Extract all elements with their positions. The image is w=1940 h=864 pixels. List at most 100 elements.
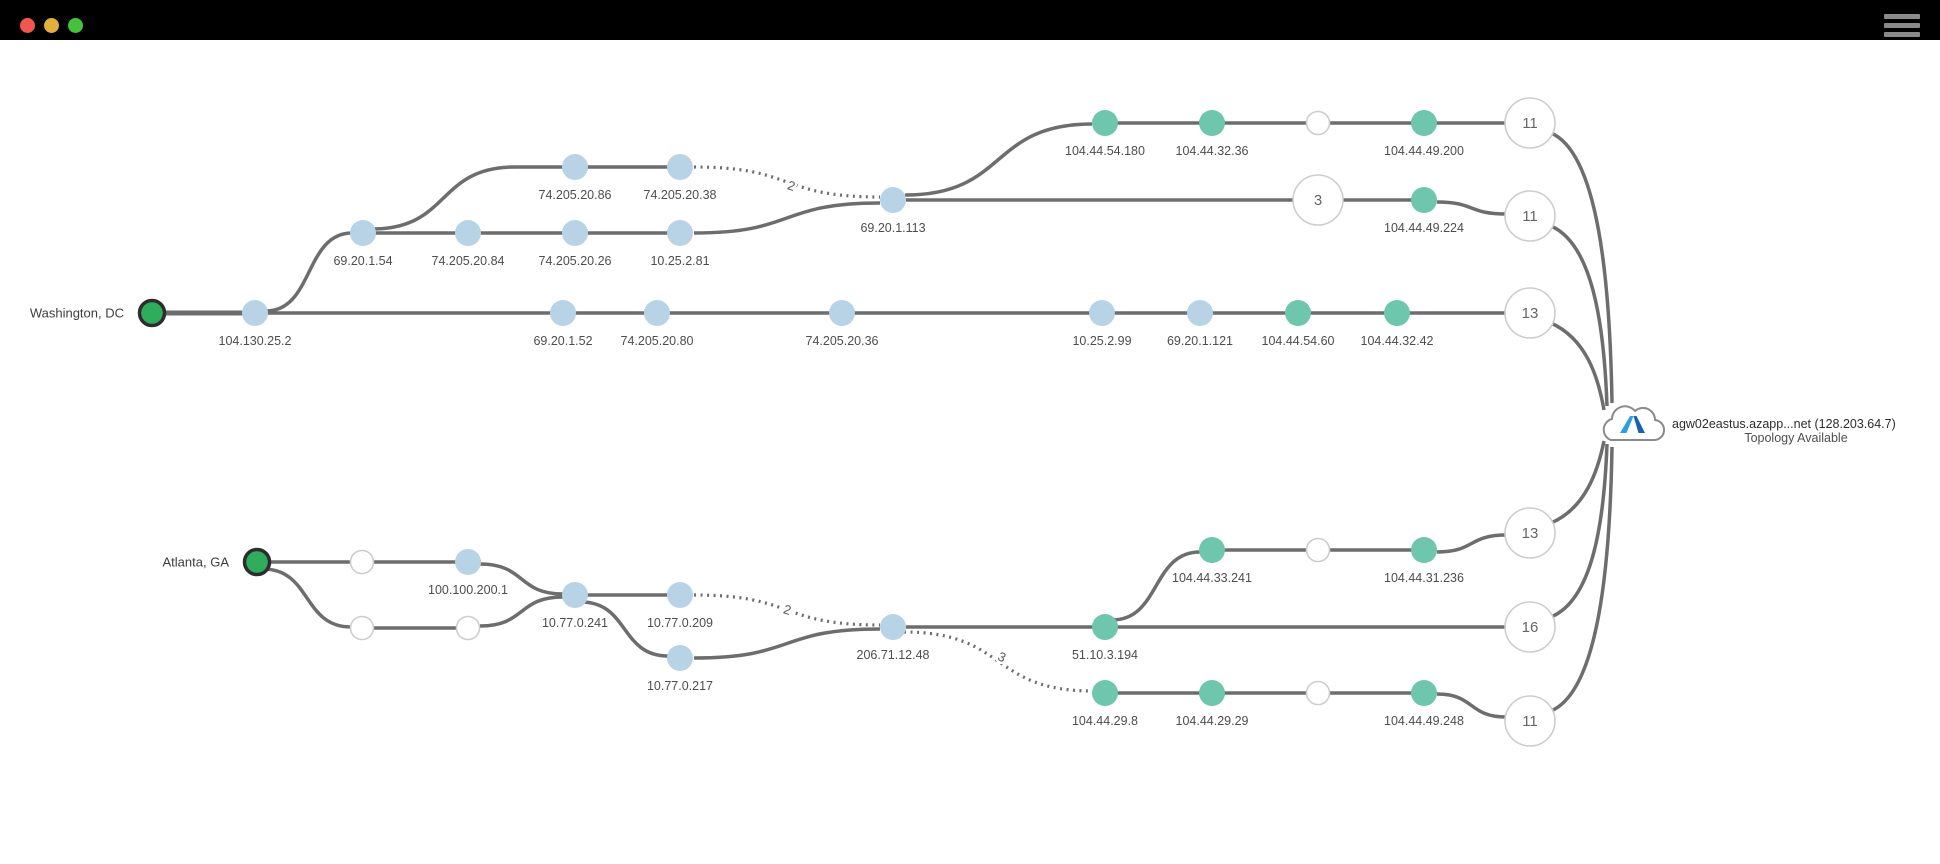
hop-node[interactable] xyxy=(667,645,693,671)
hop-node-anonymous[interactable] xyxy=(349,549,375,575)
hop-node-anonymous[interactable] xyxy=(455,615,481,641)
dotted-path-edge xyxy=(693,165,881,199)
grouped-hops-badge[interactable] xyxy=(1504,601,1556,653)
path-edge xyxy=(1550,446,1614,713)
path-edge xyxy=(371,165,516,231)
hop-ip-label: 104.44.31.236 xyxy=(1384,571,1464,585)
grouped-hops-count: 3 xyxy=(1314,192,1322,209)
hop-node[interactable] xyxy=(829,300,855,326)
source-agent-node[interactable] xyxy=(137,298,167,328)
hop-node[interactable] xyxy=(1199,110,1225,136)
hop-ip-label: 100.100.200.1 xyxy=(428,583,508,597)
hop-ip-label: 10.77.0.241 xyxy=(542,616,608,630)
hop-ip-label: 104.44.54.180 xyxy=(1065,144,1145,158)
hop-node[interactable] xyxy=(455,220,481,246)
hop-ip-label: 104.44.49.248 xyxy=(1384,714,1464,728)
hop-ip-label: 74.205.20.84 xyxy=(432,254,505,268)
path-edge xyxy=(693,627,881,660)
hop-node-anonymous[interactable] xyxy=(349,615,375,641)
hop-node[interactable] xyxy=(350,220,376,246)
hop-node[interactable] xyxy=(1411,537,1437,563)
dotted-path-edge xyxy=(693,593,881,627)
path-edge xyxy=(262,567,352,629)
hop-ip-label: 74.205.20.86 xyxy=(539,188,612,202)
hop-node[interactable] xyxy=(1285,300,1311,326)
grouped-hops-count: 13 xyxy=(1522,305,1539,322)
grouped-hops-count: 11 xyxy=(1522,115,1538,132)
close-button[interactable] xyxy=(20,17,35,33)
zoom-button[interactable] xyxy=(68,17,83,33)
edge-hop-count-label: 3 xyxy=(995,649,1008,666)
hop-node[interactable] xyxy=(1187,300,1213,326)
hop-node[interactable] xyxy=(1411,187,1437,213)
hop-node[interactable] xyxy=(1092,110,1118,136)
path-edge xyxy=(904,122,1093,197)
azure-destination-node[interactable]: agw02eastus.azapp...net (128.203.64.7)To… xyxy=(1602,405,1896,445)
grouped-hops-count: 11 xyxy=(1522,713,1538,730)
hop-node[interactable] xyxy=(1199,537,1225,563)
hop-node-anonymous[interactable] xyxy=(1305,537,1331,563)
destination-status-label: Topology Available xyxy=(1744,431,1847,445)
azure-cloud-icon xyxy=(1620,416,1634,433)
source-agent-node[interactable] xyxy=(242,547,272,577)
menu-button[interactable] xyxy=(1884,13,1920,37)
hop-ip-label: 69.20.1.121 xyxy=(1167,334,1233,348)
grouped-hops-count: 11 xyxy=(1522,208,1538,225)
hop-ip-label: 10.25.2.99 xyxy=(1072,334,1131,348)
path-edge xyxy=(1550,440,1606,525)
hop-ip-label: 104.44.29.29 xyxy=(1176,714,1249,728)
path-edge xyxy=(580,600,669,658)
hop-node[interactable] xyxy=(667,582,693,608)
source-agent-label: Atlanta, GA xyxy=(163,555,230,570)
hop-node[interactable] xyxy=(562,582,588,608)
hop-node-anonymous[interactable] xyxy=(1305,110,1331,136)
destination-host-label: agw02eastus.azapp...net (128.203.64.7) xyxy=(1672,417,1896,431)
grouped-hops-badge[interactable] xyxy=(1504,695,1556,747)
path-edge xyxy=(265,231,353,313)
hop-ip-label: 10.25.2.81 xyxy=(650,254,709,268)
hop-node[interactable] xyxy=(1089,300,1115,326)
hop-node[interactable] xyxy=(880,614,906,640)
hop-node[interactable] xyxy=(1411,110,1437,136)
hop-ip-label: 10.77.0.217 xyxy=(647,679,713,693)
path-edge xyxy=(1111,550,1201,622)
grouped-hops-badge[interactable] xyxy=(1504,287,1556,339)
hop-ip-label: 69.20.1.113 xyxy=(860,221,925,235)
grouped-hops-badge[interactable] xyxy=(1292,174,1344,226)
grouped-hops-badge[interactable] xyxy=(1504,190,1556,242)
grouped-hops-badge[interactable] xyxy=(1504,507,1556,559)
hop-ip-label: 104.44.54.60 xyxy=(1262,334,1335,348)
hop-node[interactable] xyxy=(1384,300,1410,326)
minimize-button[interactable] xyxy=(44,17,59,33)
hop-ip-label: 69.20.1.52 xyxy=(533,334,592,348)
hop-node[interactable] xyxy=(562,220,588,246)
hop-node[interactable] xyxy=(1092,614,1118,640)
hop-node[interactable] xyxy=(1092,680,1118,706)
traffic-lights xyxy=(20,17,83,33)
hop-node[interactable] xyxy=(667,154,693,180)
window-titlebar xyxy=(0,0,1940,40)
hop-node[interactable] xyxy=(1199,680,1225,706)
hop-ip-label: 104.44.32.36 xyxy=(1176,144,1249,158)
hop-ip-label: 104.130.25.2 xyxy=(219,334,292,348)
hop-node[interactable] xyxy=(455,549,481,575)
hop-ip-label: 104.44.33.241 xyxy=(1172,571,1252,585)
hop-node[interactable] xyxy=(242,300,268,326)
hop-ip-label: 69.20.1.54 xyxy=(333,254,392,268)
hop-node[interactable] xyxy=(562,154,588,180)
hop-ip-label: 104.44.49.224 xyxy=(1384,221,1464,235)
path-edge xyxy=(1550,443,1609,619)
hop-node[interactable] xyxy=(667,220,693,246)
hop-ip-label: 74.205.20.26 xyxy=(539,254,612,268)
hop-node-anonymous[interactable] xyxy=(1305,680,1331,706)
hop-node[interactable] xyxy=(550,300,576,326)
source-agent-label: Washington, DC xyxy=(30,306,124,321)
hop-ip-label: 10.77.0.209 xyxy=(647,616,713,630)
hop-node[interactable] xyxy=(1411,680,1437,706)
grouped-hops-badge[interactable] xyxy=(1504,97,1556,149)
hamburger-icon xyxy=(1884,13,1920,19)
hop-node[interactable] xyxy=(880,187,906,213)
hop-ip-label: 206.71.12.48 xyxy=(857,648,930,662)
hop-node[interactable] xyxy=(644,300,670,326)
